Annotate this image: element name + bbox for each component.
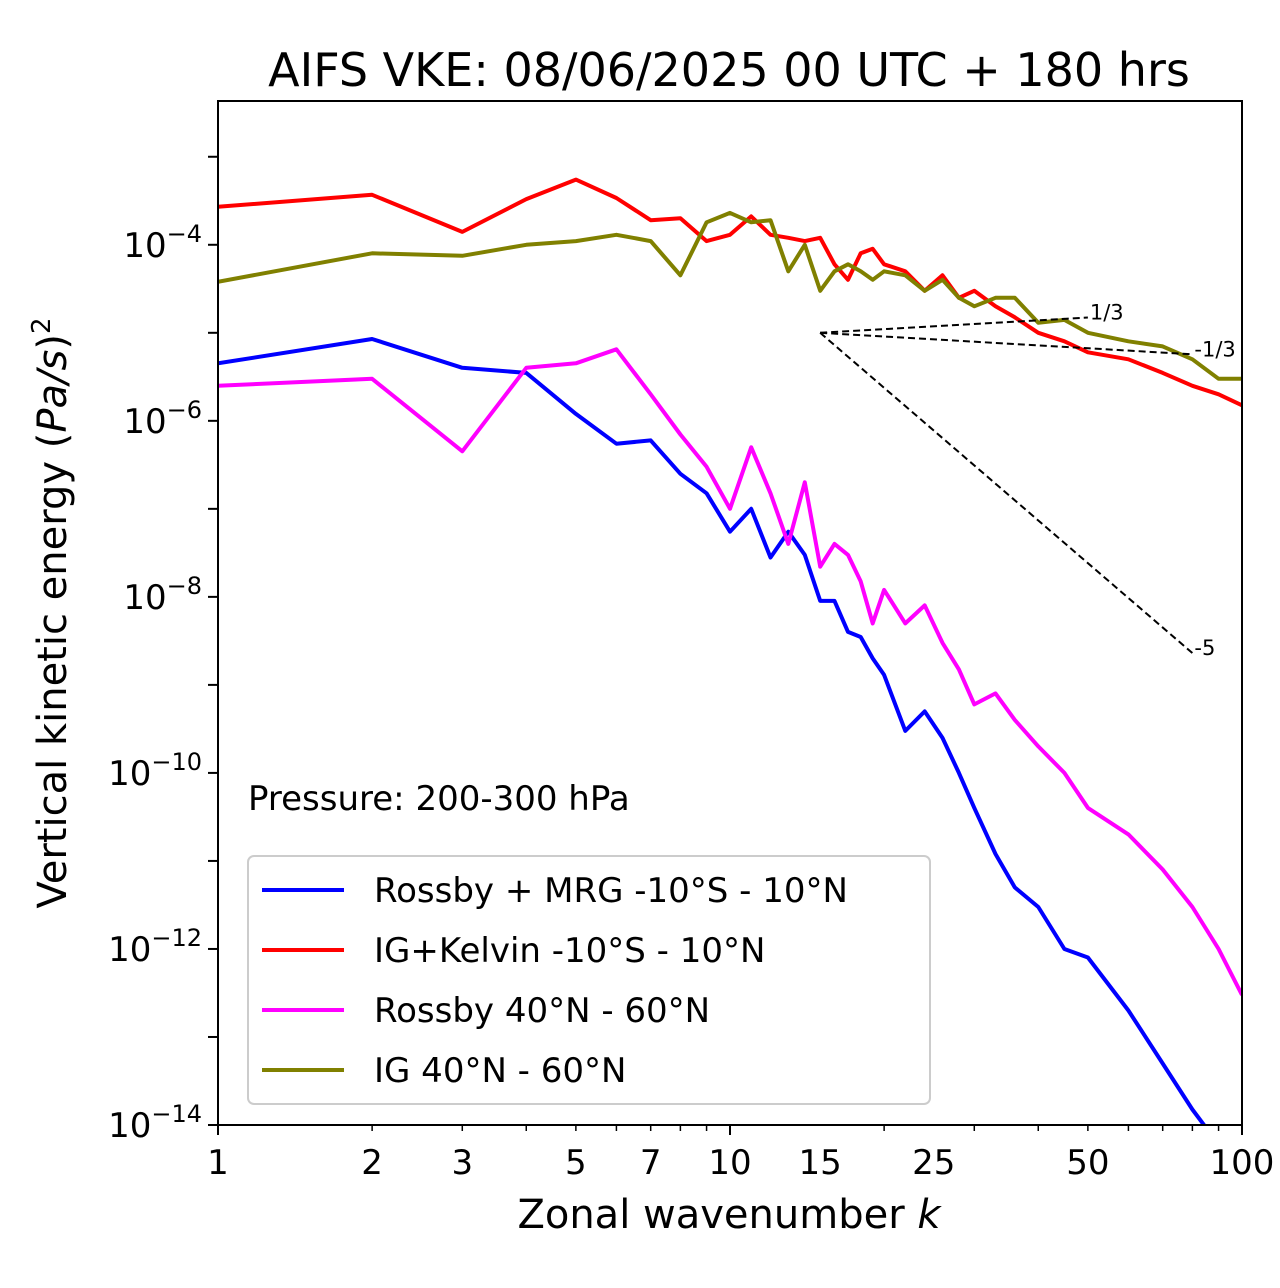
y-axis-ticks: 10−14 10−12 10−10 10−8 10−6 10−4 [108,155,218,1146]
x-tick-label: 10 [708,1143,751,1183]
plot-area: -1/3 1/3 -5 [217,100,1243,1126]
legend: Rossby + MRG -10°S - 10°N IG+Kelvin -10°S… [247,855,931,1105]
legend-box [247,855,931,1105]
x-tick-label: 15 [799,1143,842,1183]
x-tick-label: 100 [1210,1143,1275,1183]
series-line-4 [218,210,1242,381]
reference-lines: -1/3 1/3 -5 [819,301,1236,660]
reference-label-3: -5 [1194,636,1215,660]
x-tick-label: 5 [565,1143,587,1183]
y-tick-label: 10−8 [123,572,202,618]
x-axis-ticks: 1 2 3 5 7 10 15 25 50 100 [207,1125,1274,1183]
legend-label-3: Rossby 40°N - 60°N [374,991,710,1031]
x-tick-label: 7 [640,1143,662,1183]
series-line-1 [218,337,1207,1125]
x-tick-label: 50 [1066,1143,1109,1183]
y-tick-label: 10−14 [108,1100,202,1146]
legend-label-2: IG+Kelvin -10°S - 10°N [374,931,765,971]
y-tick-label: 10−6 [123,396,202,442]
y-tick-label: 10−4 [123,220,202,266]
x-tick-label: 3 [451,1143,473,1183]
y-tick-label: 10−10 [108,748,202,794]
reference-label-2: 1/3 [1090,301,1124,325]
reference-line-2 [820,316,1088,334]
x-axis-label: Zonal wavenumber k [517,1192,942,1238]
reference-line-1 [820,331,1193,356]
x-tick-label: 2 [361,1143,383,1183]
chart-title: AIFS VKE: 08/06/2025 00 UTC + 180 hrs [268,43,1190,97]
pressure-annotation: Pressure: 200-300 hPa [248,779,630,819]
reference-line-3 [819,332,1194,654]
series-line-2 [218,177,1242,408]
reference-label-1: -1/3 [1194,337,1235,361]
legend-label-4: IG 40°N - 60°N [374,1051,626,1091]
legend-label-1: Rossby + MRG -10°S - 10°N [374,871,848,911]
x-tick-label: 1 [207,1143,229,1183]
series-layer [218,177,1242,1125]
series-line-3 [218,347,1242,996]
y-tick-label: 10−12 [108,924,202,970]
y-axis-label: Vertical kinetic energy (Pa/s)2 [27,318,76,909]
x-tick-label: 25 [912,1143,955,1183]
